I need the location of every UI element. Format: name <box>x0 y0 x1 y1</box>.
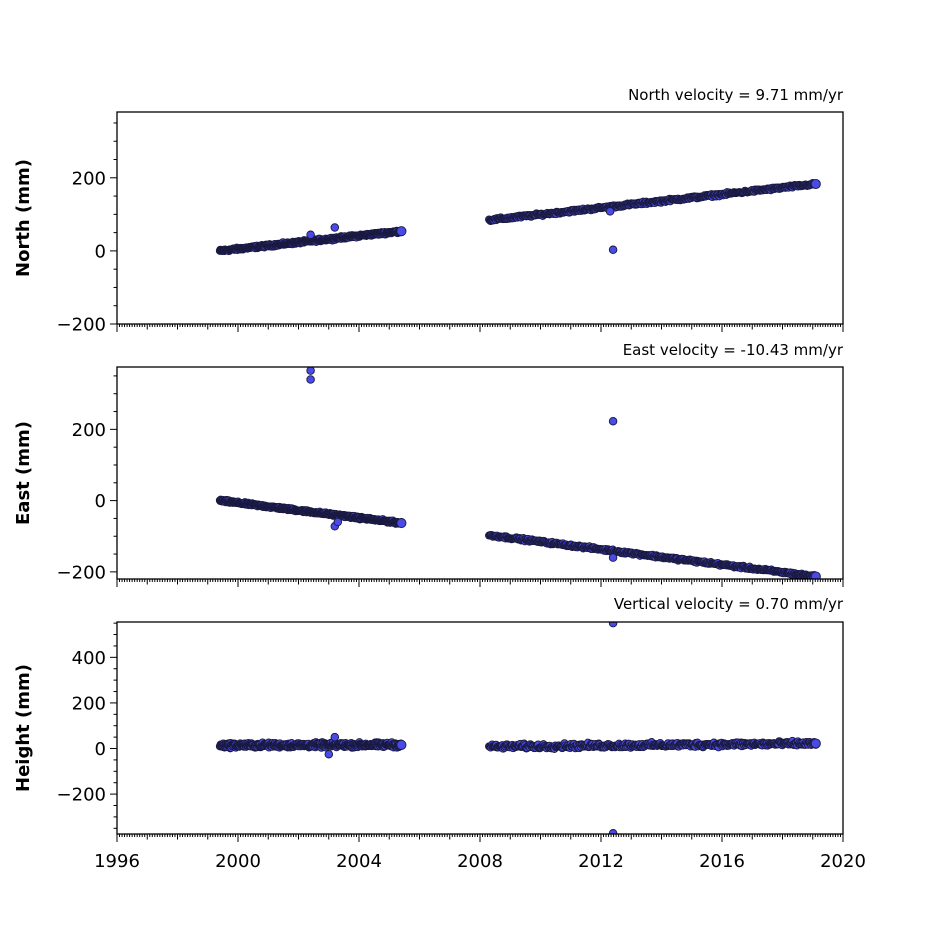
east-axes: −200 0 200 <box>57 366 844 587</box>
height-outlier-point <box>324 749 334 759</box>
east-segment-end-point <box>810 571 821 579</box>
height-outlier-point <box>608 622 618 628</box>
east-y-tick-label: −200 <box>57 562 106 583</box>
height-y-tick-label: −200 <box>57 785 106 806</box>
east-outlier-point <box>608 416 618 426</box>
x-tick-label: 2012 <box>578 851 624 872</box>
height-segment-end-point <box>810 738 821 749</box>
north-y-tick-label: 0 <box>95 241 106 262</box>
x-tick-label: 2020 <box>820 851 866 872</box>
north-velocity-title: North velocity = 9.71 mm/yr <box>628 86 844 104</box>
north-points <box>215 178 821 256</box>
height-panel: Vertical velocity = 0.70 mm/yr Height (m… <box>13 595 866 872</box>
north-y-tick-label: −200 <box>57 315 106 336</box>
east-outlier-point <box>608 553 618 562</box>
east-outlier-point <box>333 517 343 527</box>
east-outlier-point <box>306 367 315 375</box>
height-outlier-point <box>330 732 340 742</box>
height-points <box>215 622 821 834</box>
east-points <box>215 367 821 579</box>
east-y-tick-label: 0 <box>95 491 106 512</box>
x-tick-label: 1996 <box>94 851 140 872</box>
vertical-velocity-title: Vertical velocity = 0.70 mm/yr <box>614 595 844 613</box>
north-outlier-point <box>608 245 618 255</box>
height-ylabel: Height (mm) <box>13 664 34 792</box>
north-panel: North velocity = 9.71 mm/yr North (mm) −… <box>13 86 844 336</box>
x-tick-label: 2000 <box>215 851 261 872</box>
east-velocity-title: East velocity = -10.43 mm/yr <box>623 341 844 359</box>
height-axes: −200 0 200 400 1996 2000 2004 2008 2012 2016 2020 <box>57 621 866 872</box>
height-segment-end-point <box>396 739 407 750</box>
x-tick-label: 2016 <box>699 851 745 872</box>
x-tick-label: 2004 <box>336 851 382 872</box>
north-segment-end-point <box>810 178 821 190</box>
north-y-tick-label: 200 <box>72 168 106 189</box>
east-outlier-point <box>306 375 315 384</box>
north-outlier-point <box>330 223 340 232</box>
north-outlier-point <box>306 230 315 240</box>
height-y-tick-label: 0 <box>95 739 106 760</box>
north-outlier-point <box>605 207 615 216</box>
height-y-tick-label: 200 <box>72 693 106 714</box>
east-y-tick-label: 200 <box>72 420 106 441</box>
east-panel: East velocity = -10.43 mm/yr East (mm) −… <box>13 341 844 587</box>
east-ylabel: East (mm) <box>13 421 34 525</box>
north-segment-end-point <box>396 226 407 237</box>
east-segment-end-point <box>396 518 407 529</box>
north-ylabel: North (mm) <box>13 159 34 277</box>
north-axes: −200 0 200 <box>57 111 844 336</box>
x-tick-label: 2008 <box>457 851 503 872</box>
height-outlier-point <box>608 829 618 834</box>
height-y-tick-label: 400 <box>72 648 106 669</box>
